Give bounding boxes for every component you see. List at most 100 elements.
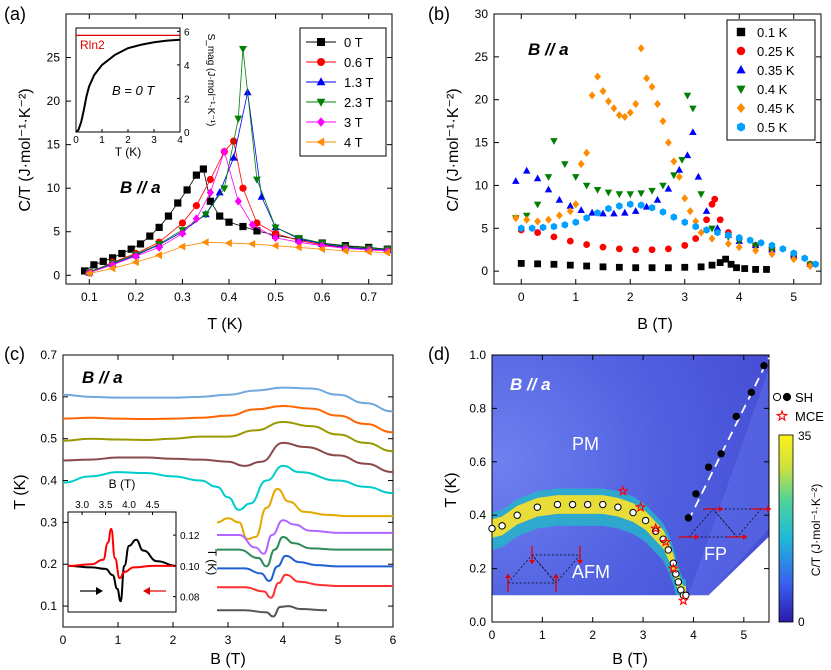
y-tick-label: 0.2 — [469, 562, 486, 576]
y-tick-label: 0.1 — [40, 599, 57, 613]
legend-marker — [317, 117, 325, 127]
x-tick-label: 0.2 — [128, 290, 145, 304]
data-point — [653, 195, 662, 203]
y-tick-label: 5 — [481, 221, 488, 235]
legend-marker — [736, 122, 746, 132]
data-point — [583, 262, 591, 270]
sh-point — [674, 578, 683, 586]
y-tick-label: 15 — [47, 138, 61, 152]
data-point — [317, 245, 326, 254]
data-point — [583, 214, 590, 222]
legend-marker — [317, 38, 325, 46]
inset-trace-down — [67, 527, 176, 580]
sh-point — [614, 503, 622, 511]
data-point — [659, 208, 667, 216]
inset-c-ylabel: T (K) — [205, 549, 219, 575]
data-point — [127, 245, 135, 253]
x-tick-label: 1 — [115, 633, 122, 647]
data-point — [725, 231, 732, 239]
data-point — [252, 176, 261, 184]
legend-marker — [316, 137, 325, 147]
y-tick-label: 0.6 — [469, 455, 486, 469]
data-point — [689, 105, 697, 113]
legend-box — [299, 27, 387, 157]
data-point — [364, 247, 372, 256]
data-point — [341, 246, 349, 255]
data-point — [220, 185, 229, 193]
data-point — [512, 213, 520, 223]
data-point — [534, 229, 541, 236]
data-point — [201, 211, 210, 219]
data-point — [681, 218, 688, 227]
data-point — [752, 246, 759, 255]
data-point — [108, 254, 117, 262]
data-point — [659, 182, 667, 190]
y-tick-label: 0.5 — [40, 432, 57, 446]
inset-a-xlabel: T (K) — [115, 145, 141, 159]
inset-x-tick-label: 4 — [177, 135, 183, 146]
data-point — [132, 251, 140, 261]
inset-x-tick-label: 3.0 — [75, 500, 89, 511]
panel-a-label: (a) — [4, 4, 26, 24]
panel-c-annotation: B // a — [82, 368, 123, 387]
data-point — [670, 172, 678, 180]
y-tick-label: 0.6 — [40, 390, 57, 404]
data-point — [670, 157, 678, 166]
x-tick-label: 4 — [280, 633, 287, 647]
y-tick-label: 15 — [475, 136, 489, 150]
spin-arrowhead — [529, 560, 535, 564]
spin-arrowhead — [577, 560, 583, 564]
data-point — [588, 208, 596, 216]
data-point — [678, 156, 686, 164]
series-line-2.3T — [89, 48, 388, 273]
data-point — [534, 217, 541, 226]
data-point — [561, 221, 569, 229]
x-tick-label: 1 — [572, 290, 579, 304]
data-point — [215, 188, 224, 196]
y-tick-label: 25 — [47, 51, 61, 65]
x-tick-label: 5 — [790, 290, 797, 304]
data-point — [253, 227, 261, 235]
inset-y-tick-label: 2 — [184, 94, 190, 105]
legend-label: 0.25 K — [757, 44, 795, 59]
y-tick-label: 0 — [481, 264, 488, 278]
data-point — [711, 195, 719, 203]
x-tick-label: 2 — [170, 633, 177, 647]
trace-0.45K — [62, 441, 394, 474]
legend-sh-open — [772, 392, 782, 402]
data-point — [675, 165, 684, 173]
panel-d-label: (d) — [428, 344, 450, 364]
data-point — [686, 207, 694, 216]
x-tick-label: 6 — [390, 633, 397, 647]
data-point — [692, 235, 700, 242]
legend-marker — [736, 102, 746, 114]
legend-label: 0.35 K — [757, 63, 795, 78]
legend-label: MCE — [795, 409, 824, 424]
data-point — [648, 187, 656, 195]
data-point — [716, 259, 724, 266]
inset-y-tick-label: 6 — [184, 27, 190, 38]
data-point — [131, 258, 139, 267]
afm-ridge-inner — [492, 495, 686, 596]
data-point — [683, 151, 692, 159]
series-line-4T — [89, 241, 388, 274]
x-tick-label: 3 — [640, 628, 647, 642]
data-point — [692, 222, 699, 231]
x-tick-label: 5 — [740, 628, 747, 642]
data-point — [632, 99, 640, 109]
x-tick-label: 3 — [225, 633, 232, 647]
data-point — [697, 263, 705, 271]
x-tick-label: 0.1 — [81, 290, 98, 304]
data-point — [550, 138, 558, 145]
data-point — [534, 260, 541, 268]
sh-point — [641, 516, 650, 525]
y-tick-label: 1.0 — [469, 348, 486, 362]
data-point — [615, 263, 623, 271]
y-tick-label: 10 — [475, 178, 489, 192]
mce-point — [677, 594, 690, 606]
data-point — [247, 239, 256, 248]
y-tick-label: 0 — [53, 268, 60, 282]
trace-0.25K — [216, 536, 393, 568]
data-point — [566, 237, 574, 245]
series-line-1.3T — [89, 92, 388, 274]
